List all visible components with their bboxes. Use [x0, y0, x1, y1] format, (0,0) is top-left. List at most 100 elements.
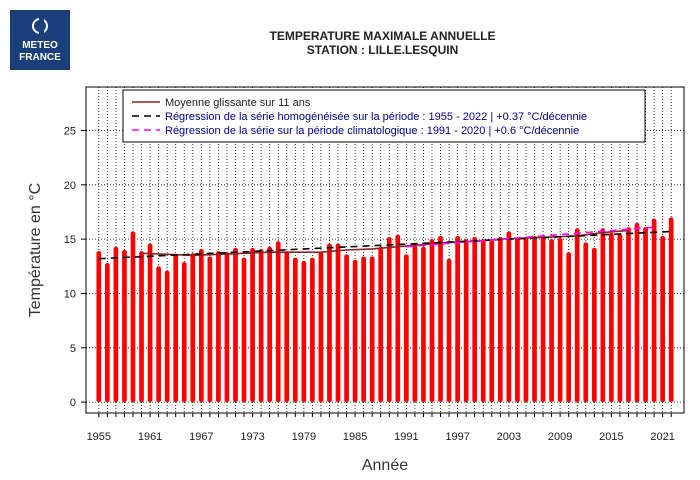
bar — [600, 228, 606, 403]
trend-line-climatological — [406, 226, 655, 248]
bar — [660, 235, 665, 403]
bar — [233, 247, 238, 403]
legend-entry: Régression de la série sur la période cl… — [165, 125, 579, 137]
bar — [429, 239, 435, 403]
legend-box — [122, 89, 646, 143]
x-tick-label: 2009 — [548, 431, 572, 443]
bar — [361, 256, 366, 403]
bar — [626, 227, 631, 403]
moving-average-line — [141, 229, 629, 257]
bar — [651, 218, 657, 403]
bar — [173, 254, 179, 403]
bar — [583, 242, 589, 403]
y-tick-label: 25 — [64, 125, 76, 137]
plot-frame — [85, 86, 685, 414]
bar — [181, 261, 187, 403]
bar — [224, 252, 230, 403]
bar — [497, 236, 503, 403]
bar — [489, 240, 495, 403]
chart-title: TEMPERATURE MAXIMALE ANNUELLE — [269, 29, 496, 43]
bar — [164, 270, 170, 403]
x-tick-label: 1961 — [138, 431, 162, 443]
bar — [532, 235, 537, 403]
series-lines — [98, 226, 672, 260]
x-tick-label: 1991 — [394, 431, 418, 443]
bar — [327, 243, 332, 403]
bar — [207, 256, 213, 403]
bar — [574, 228, 580, 403]
bar — [369, 256, 375, 403]
bar — [105, 263, 110, 403]
bar — [241, 257, 247, 403]
chart-subtitle: STATION : LILLE.LESQUIN — [306, 43, 459, 57]
bar — [275, 241, 281, 403]
bar — [284, 251, 290, 403]
bar — [540, 235, 546, 403]
bar — [318, 252, 324, 403]
bar — [156, 266, 161, 403]
y-tick-label: 5 — [70, 343, 76, 355]
bar — [643, 227, 648, 403]
bar — [301, 260, 307, 403]
bar — [352, 259, 358, 403]
bar — [421, 246, 426, 403]
bars — [96, 217, 674, 403]
bar — [386, 236, 392, 403]
bar — [139, 251, 144, 403]
bar — [515, 238, 520, 403]
x-tick-label: 1967 — [189, 431, 213, 443]
bar — [267, 246, 273, 403]
x-tick-label: 1985 — [343, 431, 367, 443]
logo-line-1: METEO — [22, 40, 58, 51]
bar — [446, 258, 452, 403]
bar — [190, 253, 196, 403]
bar — [258, 248, 264, 403]
axes: 0 5 10 15 20 25 1955 1961 1967 1973 1979 1985 1991 19… — [64, 125, 675, 443]
bar — [250, 247, 255, 403]
bar — [480, 239, 486, 403]
bar — [378, 246, 384, 403]
bar — [591, 247, 597, 403]
x-tick-label: 1997 — [445, 431, 469, 443]
bar — [113, 246, 119, 403]
bar — [438, 235, 443, 403]
bar — [617, 233, 623, 403]
bar — [455, 235, 460, 403]
y-tick-label: 20 — [64, 180, 76, 192]
legend-entry: Moyenne glissante sur 11 ans — [165, 97, 311, 109]
bar — [122, 250, 127, 403]
y-tick-label: 0 — [70, 397, 76, 409]
bar — [404, 254, 409, 403]
x-tick-label: 1973 — [240, 431, 264, 443]
legend-entry: Régression de la série homogénéisée sur … — [165, 111, 587, 123]
bar — [335, 243, 341, 403]
x-tick-label: 2003 — [497, 431, 521, 443]
bar — [523, 236, 529, 403]
bar — [198, 248, 204, 403]
logo-line-2: FRANCE — [19, 52, 61, 63]
bar — [609, 232, 614, 403]
bar — [506, 231, 512, 403]
bar — [216, 251, 221, 403]
y-tick-label: 15 — [64, 234, 76, 246]
legend: Moyenne glissante sur 11 ans Régression d… — [122, 89, 646, 143]
x-tick-label: 2021 — [650, 431, 674, 443]
bar — [557, 238, 563, 403]
x-tick-label: 2015 — [599, 431, 623, 443]
bar — [96, 251, 102, 403]
bar — [310, 257, 315, 403]
bar — [566, 252, 572, 403]
y-tick-label: 10 — [64, 288, 76, 300]
x-tick-label: 1979 — [292, 431, 316, 443]
bar — [344, 254, 349, 403]
bar — [549, 239, 554, 403]
bar — [130, 231, 136, 403]
bar — [463, 239, 469, 403]
bar — [668, 217, 674, 403]
x-axis-title: Année — [362, 457, 408, 474]
bar — [395, 234, 401, 403]
logo-icon — [32, 17, 48, 35]
bar — [472, 236, 478, 403]
bar — [412, 245, 418, 403]
